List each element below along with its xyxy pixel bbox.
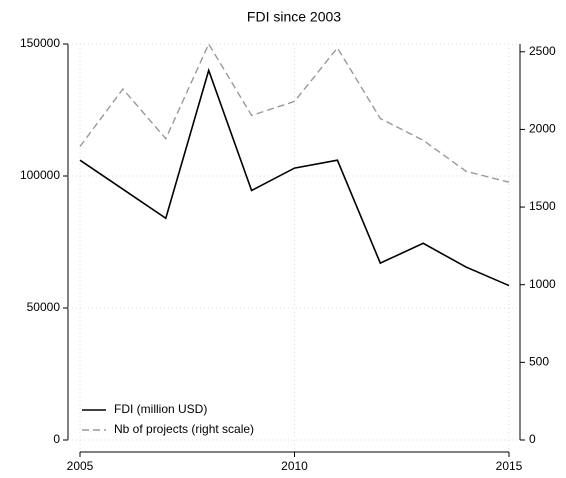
y2-tick-label: 2500 xyxy=(529,44,556,58)
y2-tick-label: 2000 xyxy=(529,122,556,136)
y-tick-label: 100000 xyxy=(20,168,60,182)
y2-tick-label: 0 xyxy=(529,432,536,446)
y-tick-label: 50000 xyxy=(27,300,61,314)
y2-tick-label: 1500 xyxy=(529,199,556,213)
x-tick-label: 2010 xyxy=(281,459,308,473)
legend-label: Nb of projects (right scale) xyxy=(114,422,254,436)
y-tick-label: 0 xyxy=(53,432,60,446)
y2-tick-label: 500 xyxy=(529,355,549,369)
series-line xyxy=(79,42,510,183)
x-tick-label: 2005 xyxy=(67,459,94,473)
y2-tick-label: 1000 xyxy=(529,277,556,291)
y-tick-label: 150000 xyxy=(20,36,60,50)
x-tick-label: 2015 xyxy=(496,459,523,473)
chart-title: FDI since 2003 xyxy=(247,9,341,25)
series-line xyxy=(79,67,510,287)
legend-label: FDI (million USD) xyxy=(114,402,207,416)
